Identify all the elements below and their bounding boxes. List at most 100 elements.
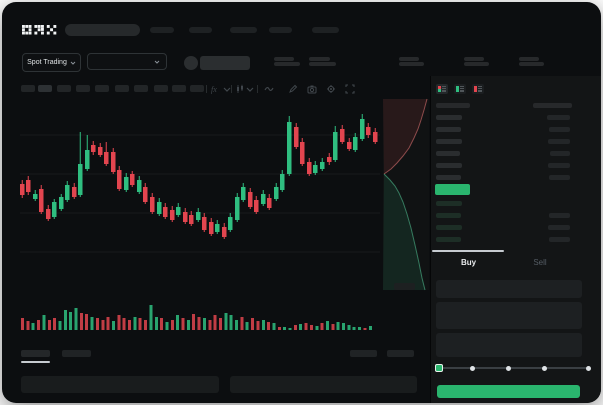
timeframe-button-8[interactable]: [172, 85, 186, 92]
toggle-line: [442, 90, 446, 92]
bid-price-bar-3: [436, 237, 461, 242]
last-price-bar: [435, 184, 470, 195]
bottom-info-panel-1: [230, 376, 417, 393]
slider-stop-4[interactable]: [585, 365, 591, 371]
bid-amount-bar-2: [548, 225, 570, 230]
ask-amount-bar-4: [548, 163, 570, 168]
ticker-stat-label-1: [309, 57, 330, 61]
header-action-button[interactable]: [200, 56, 250, 70]
ask-amount-bar-1: [549, 127, 570, 132]
depth-label-pill: [394, 283, 415, 290]
toggle-color-bar: [456, 86, 459, 92]
order-form-field-2[interactable]: [436, 333, 582, 357]
slider-stop-1[interactable]: [469, 365, 475, 371]
book-asks-icon[interactable]: [472, 84, 484, 94]
timeframe-button-7[interactable]: [154, 85, 168, 92]
ask-price-bar-3: [436, 151, 460, 156]
toggle-line: [460, 86, 464, 88]
bottom-info-panel-0: [21, 376, 219, 393]
nav-item-4[interactable]: [312, 27, 339, 33]
ticker-stat-value-3: [464, 62, 489, 66]
timeframe-button-9[interactable]: [190, 85, 204, 92]
timeframe-button-5[interactable]: [115, 85, 129, 92]
toggle-color-bar: [438, 86, 441, 92]
toggle-line: [478, 88, 482, 90]
ask-amount-bar-0: [547, 115, 570, 120]
timeframe-button-4[interactable]: [95, 85, 109, 92]
toggle-line: [460, 88, 464, 90]
tab-sell[interactable]: Sell: [533, 258, 547, 267]
chevron-down-icon: [70, 61, 76, 65]
timeframe-button-2[interactable]: [57, 85, 71, 92]
timeframe-button-1[interactable]: [38, 85, 52, 92]
ob-header-price: [436, 103, 470, 108]
ask-price-bar-4: [436, 163, 462, 168]
active-tab-indicator: [432, 250, 504, 252]
bid-amount-bar-3: [549, 237, 570, 242]
avatar[interactable]: [184, 56, 198, 70]
order-form-field-1[interactable]: [436, 302, 582, 329]
bid-amount-bar-1: [549, 213, 570, 218]
nav-item-0[interactable]: [150, 27, 174, 33]
slider-stop-3[interactable]: [541, 365, 547, 371]
order-form-field-0[interactable]: [436, 280, 582, 298]
bid-price-bar-2: [436, 225, 462, 230]
chevron-down-icon[interactable]: [222, 84, 232, 94]
ask-price-bar-5: [436, 175, 461, 180]
nav-item-3[interactable]: [269, 27, 292, 33]
toolbar-divider-2: [257, 85, 258, 93]
chevron-down-icon: [154, 60, 160, 64]
book-bids-icon[interactable]: [454, 84, 466, 94]
ask-amount-bar-2: [548, 139, 570, 144]
timeframe-button-0[interactable]: [21, 85, 35, 92]
ob-header-amount: [533, 103, 572, 108]
trading-pair-dropdown[interactable]: [87, 53, 167, 70]
chart-tab-0[interactable]: [21, 350, 50, 357]
buy-submit-button[interactable]: [437, 385, 580, 398]
ticker-stat-label-4: [519, 57, 539, 61]
chevron-down-icon[interactable]: [245, 84, 255, 94]
okx-logo[interactable]: [22, 25, 60, 36]
ticker-stat-label-0: [274, 57, 294, 61]
ticker-stat-label-2: [399, 57, 419, 61]
bid-price-bar-0: [436, 201, 462, 206]
draw-tool-icon[interactable]: [288, 84, 298, 94]
line-tool-icon[interactable]: [264, 84, 274, 94]
slider-stop-2[interactable]: [505, 365, 511, 371]
ask-amount-bar-5: [549, 175, 570, 180]
book-both-icon[interactable]: [436, 84, 448, 94]
candle-style-icon[interactable]: [235, 84, 245, 94]
toolbar-divider-0: [206, 85, 207, 93]
market-type-dropdown[interactable]: Spot Trading: [22, 53, 81, 72]
fullscreen-icon[interactable]: [345, 84, 355, 94]
bid-price-bar-1: [436, 213, 461, 218]
chart-footer-button-0[interactable]: [350, 350, 377, 357]
timeframe-button-3[interactable]: [76, 85, 90, 92]
ticker-stat-value-4: [519, 62, 544, 66]
toggle-line: [442, 88, 446, 90]
toggle-line: [442, 86, 446, 88]
ask-price-bar-0: [436, 115, 462, 120]
toggle-color-bar: [474, 86, 477, 92]
nav-item-2[interactable]: [230, 27, 257, 33]
global-search-input[interactable]: [65, 24, 140, 36]
toggle-line: [478, 86, 482, 88]
camera-icon[interactable]: [307, 84, 317, 94]
nav-item-1[interactable]: [189, 27, 212, 33]
toggle-line: [478, 90, 482, 92]
ticker-stat-label-3: [464, 57, 484, 61]
toggle-line: [460, 90, 464, 92]
amount-slider-handle[interactable]: [435, 364, 443, 372]
settings-icon[interactable]: [326, 84, 336, 94]
tab-buy[interactable]: Buy: [460, 258, 477, 267]
ask-price-bar-2: [436, 139, 462, 144]
chart-footer-button-1[interactable]: [387, 350, 414, 357]
ask-price-bar-1: [436, 127, 461, 132]
ask-amount-bar-3: [550, 151, 570, 156]
ticker-stat-value-1: [309, 62, 336, 66]
chart-tab-1[interactable]: [62, 350, 91, 357]
timeframe-button-6[interactable]: [134, 85, 148, 92]
indicator-icon[interactable]: fx: [210, 84, 220, 94]
